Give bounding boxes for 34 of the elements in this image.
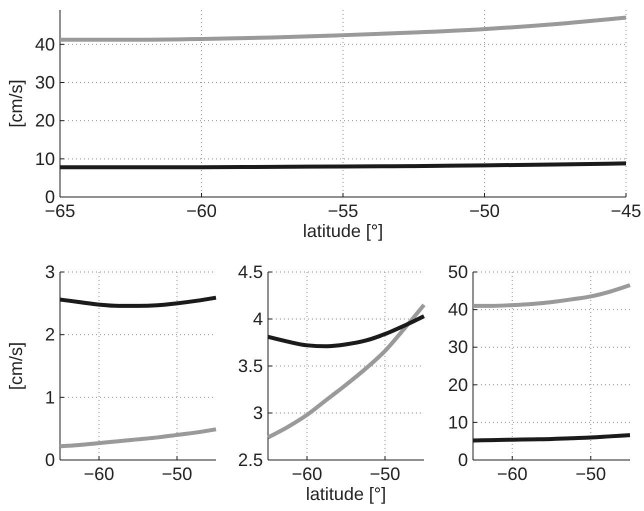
- y-tick-label: 4.5: [238, 262, 263, 282]
- y-tick-label: 0: [458, 450, 468, 470]
- x-tick-label: −60: [84, 464, 114, 484]
- y-tick-label: 20: [34, 110, 55, 131]
- x-tick-label: −50: [370, 464, 400, 484]
- y-axis-title: [cm/s]: [6, 80, 26, 128]
- x-tick-label: −50: [469, 201, 500, 221]
- x-axis-title: latitude [°]: [302, 221, 384, 241]
- y-tick-label: 30: [34, 72, 55, 93]
- x-tick-label: −60: [496, 464, 528, 484]
- y-tick-label: 2.5: [238, 450, 263, 470]
- y-tick-label: 3: [44, 262, 55, 282]
- y-tick-label: 3: [252, 403, 263, 423]
- x-tick-label: −55: [328, 201, 358, 221]
- y-tick-label: 2: [44, 324, 55, 345]
- y-tick-label: 3.5: [238, 356, 263, 376]
- x-tick-label: −60: [292, 464, 322, 484]
- y-tick-label: 1: [44, 387, 55, 408]
- x-tick-label: −50: [575, 464, 606, 484]
- y-tick-label: 40: [448, 300, 468, 320]
- x-axis-title: latitude [°]: [306, 484, 386, 504]
- y-tick-label: 10: [448, 412, 468, 432]
- x-tick-label: −50: [162, 464, 192, 484]
- y-tick-label: 20: [448, 374, 468, 395]
- y-tick-label: 40: [34, 34, 55, 54]
- y-tick-label: 0: [44, 187, 55, 207]
- y-tick-label: 30: [448, 337, 468, 358]
- y-tick-label: 10: [34, 148, 55, 169]
- y-tick-label: 0: [44, 450, 55, 470]
- y-axis-title: [cm/s]: [6, 342, 26, 390]
- y-tick-label: 50: [448, 262, 468, 282]
- x-tick-label: −60: [186, 201, 217, 221]
- x-tick-label: −45: [610, 201, 642, 221]
- y-tick-label: 4: [252, 309, 263, 329]
